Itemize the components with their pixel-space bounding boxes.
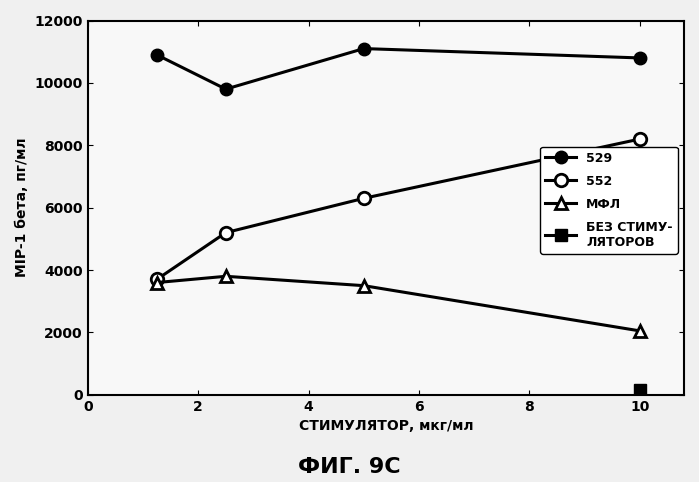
552 (359, 195, 368, 201)
552 (152, 277, 161, 282)
Y-axis label: MIP-1 бета, пг/мл: MIP-1 бета, пг/мл (15, 138, 29, 278)
Line: 529: 529 (150, 42, 646, 95)
МФЛ (635, 328, 644, 334)
529 (635, 55, 644, 61)
X-axis label: СТИМУЛЯТОР, мкг/мл: СТИМУЛЯТОР, мкг/мл (298, 419, 473, 433)
529 (152, 52, 161, 58)
МФЛ (152, 280, 161, 285)
МФЛ (359, 283, 368, 289)
Line: МФЛ: МФЛ (150, 270, 646, 337)
Text: ФИГ. 9C: ФИГ. 9C (298, 457, 401, 477)
552 (222, 230, 230, 236)
529 (359, 46, 368, 52)
529 (222, 86, 230, 92)
Legend: 529, 552, МФЛ, БЕЗ СТИМУ-
ЛЯТОРОВ: 529, 552, МФЛ, БЕЗ СТИМУ- ЛЯТОРОВ (540, 147, 678, 254)
552 (635, 136, 644, 142)
МФЛ (222, 273, 230, 279)
Line: 552: 552 (150, 133, 646, 286)
